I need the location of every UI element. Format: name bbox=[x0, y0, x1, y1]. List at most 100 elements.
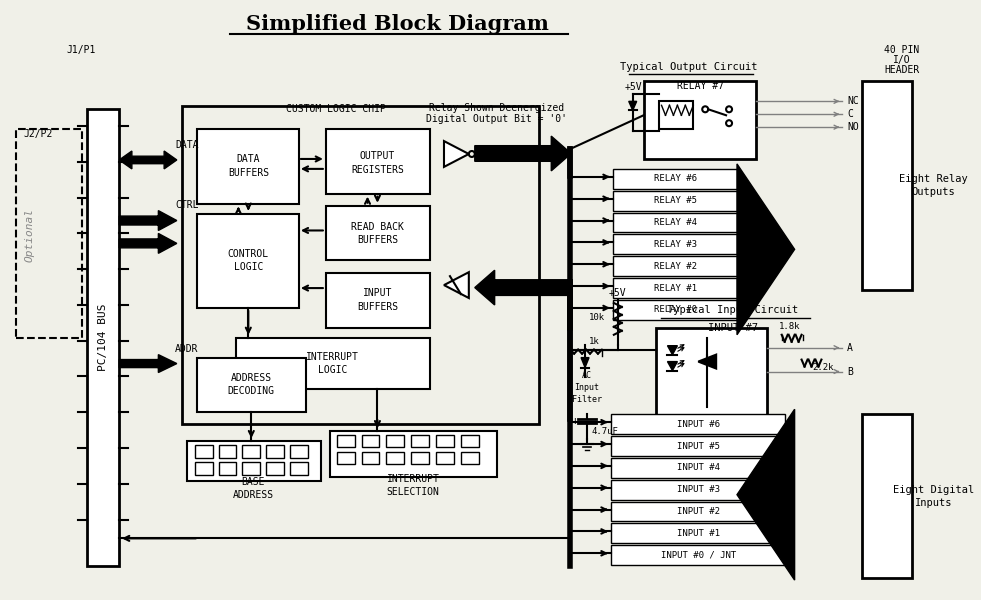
Text: Relay Shown Deenergized: Relay Shown Deenergized bbox=[429, 103, 564, 113]
FancyBboxPatch shape bbox=[613, 212, 737, 232]
Text: RELAY #3: RELAY #3 bbox=[654, 240, 697, 249]
FancyBboxPatch shape bbox=[266, 445, 284, 458]
Text: INPUT #5: INPUT #5 bbox=[677, 442, 720, 451]
FancyBboxPatch shape bbox=[611, 458, 785, 478]
Polygon shape bbox=[629, 101, 637, 110]
FancyBboxPatch shape bbox=[613, 169, 737, 189]
FancyBboxPatch shape bbox=[242, 462, 260, 475]
Text: AC
Input
Filter: AC Input Filter bbox=[572, 371, 602, 404]
FancyBboxPatch shape bbox=[290, 445, 308, 458]
Text: DATA
BUFFERS: DATA BUFFERS bbox=[228, 154, 269, 178]
FancyBboxPatch shape bbox=[326, 273, 430, 328]
Text: Optional: Optional bbox=[25, 208, 34, 262]
Text: Simplified Block Diagram: Simplified Block Diagram bbox=[246, 14, 548, 34]
FancyBboxPatch shape bbox=[336, 435, 354, 447]
Text: HEADER: HEADER bbox=[884, 65, 919, 74]
Text: CONTROL
LOGIC: CONTROL LOGIC bbox=[228, 248, 269, 272]
Text: Digital Output Bit = '0': Digital Output Bit = '0' bbox=[426, 114, 567, 124]
Polygon shape bbox=[475, 270, 571, 305]
Text: J1/P1: J1/P1 bbox=[67, 44, 96, 55]
Text: I/O: I/O bbox=[893, 55, 910, 65]
FancyBboxPatch shape bbox=[613, 278, 737, 298]
Polygon shape bbox=[667, 362, 678, 371]
Text: RELAY #6: RELAY #6 bbox=[654, 175, 697, 184]
FancyBboxPatch shape bbox=[611, 436, 785, 456]
FancyBboxPatch shape bbox=[387, 452, 404, 464]
Text: DATA: DATA bbox=[175, 140, 198, 150]
FancyBboxPatch shape bbox=[266, 462, 284, 475]
Text: INPUT #0 / JNT: INPUT #0 / JNT bbox=[660, 551, 736, 560]
FancyBboxPatch shape bbox=[613, 191, 737, 211]
Text: CTRL: CTRL bbox=[175, 200, 198, 209]
FancyBboxPatch shape bbox=[461, 435, 479, 447]
FancyBboxPatch shape bbox=[219, 462, 236, 475]
Text: CUSTOM LOGIC CHIP: CUSTOM LOGIC CHIP bbox=[285, 104, 386, 114]
Text: NO: NO bbox=[848, 122, 859, 132]
FancyBboxPatch shape bbox=[611, 414, 785, 434]
FancyBboxPatch shape bbox=[862, 82, 911, 290]
Polygon shape bbox=[120, 211, 177, 230]
FancyBboxPatch shape bbox=[242, 445, 260, 458]
Text: RELAY #7: RELAY #7 bbox=[677, 82, 724, 91]
FancyBboxPatch shape bbox=[613, 256, 737, 276]
FancyBboxPatch shape bbox=[613, 300, 737, 320]
FancyBboxPatch shape bbox=[644, 82, 756, 159]
FancyBboxPatch shape bbox=[330, 431, 496, 477]
Text: 2.2k: 2.2k bbox=[812, 363, 834, 372]
FancyBboxPatch shape bbox=[196, 214, 299, 308]
Text: 40 PIN: 40 PIN bbox=[884, 44, 919, 55]
Text: +5V: +5V bbox=[609, 288, 627, 298]
FancyBboxPatch shape bbox=[658, 101, 694, 129]
Text: 10k: 10k bbox=[589, 313, 605, 322]
Text: ADDR: ADDR bbox=[175, 344, 198, 353]
Text: BASE
ADDRESS: BASE ADDRESS bbox=[232, 477, 274, 500]
Polygon shape bbox=[737, 164, 795, 335]
Polygon shape bbox=[120, 355, 177, 373]
FancyBboxPatch shape bbox=[436, 452, 454, 464]
Text: Eight Digital
Inputs: Eight Digital Inputs bbox=[893, 485, 974, 508]
Text: RELAY #2: RELAY #2 bbox=[654, 262, 697, 271]
FancyBboxPatch shape bbox=[219, 445, 236, 458]
FancyBboxPatch shape bbox=[196, 129, 299, 203]
Polygon shape bbox=[737, 409, 795, 580]
FancyBboxPatch shape bbox=[611, 523, 785, 544]
FancyBboxPatch shape bbox=[411, 435, 429, 447]
FancyBboxPatch shape bbox=[611, 545, 785, 565]
Polygon shape bbox=[120, 151, 177, 169]
FancyBboxPatch shape bbox=[461, 452, 479, 464]
FancyBboxPatch shape bbox=[181, 106, 540, 424]
Text: READ BACK
BUFFERS: READ BACK BUFFERS bbox=[351, 222, 404, 245]
Polygon shape bbox=[444, 272, 469, 298]
Text: INTERRUPT
SELECTION: INTERRUPT SELECTION bbox=[387, 474, 439, 497]
Text: C: C bbox=[848, 109, 853, 119]
FancyBboxPatch shape bbox=[862, 414, 911, 578]
FancyBboxPatch shape bbox=[611, 502, 785, 521]
Text: INTERRUPT
LOGIC: INTERRUPT LOGIC bbox=[306, 352, 359, 375]
Text: J2/P2: J2/P2 bbox=[24, 129, 52, 139]
FancyBboxPatch shape bbox=[336, 452, 354, 464]
FancyBboxPatch shape bbox=[326, 206, 430, 260]
FancyBboxPatch shape bbox=[326, 129, 430, 194]
FancyBboxPatch shape bbox=[196, 358, 306, 412]
Polygon shape bbox=[444, 141, 469, 167]
Polygon shape bbox=[581, 358, 589, 368]
FancyBboxPatch shape bbox=[290, 462, 308, 475]
FancyBboxPatch shape bbox=[194, 462, 213, 475]
FancyBboxPatch shape bbox=[186, 441, 321, 481]
FancyBboxPatch shape bbox=[362, 435, 380, 447]
Text: 1.8k: 1.8k bbox=[779, 322, 800, 331]
Text: PC/104 BUS: PC/104 BUS bbox=[98, 304, 108, 371]
Text: 1k: 1k bbox=[589, 337, 599, 346]
Text: B: B bbox=[848, 367, 853, 377]
Polygon shape bbox=[667, 346, 678, 355]
FancyBboxPatch shape bbox=[87, 109, 120, 566]
FancyBboxPatch shape bbox=[611, 480, 785, 500]
Text: +5V: +5V bbox=[625, 82, 643, 92]
FancyBboxPatch shape bbox=[387, 435, 404, 447]
Polygon shape bbox=[698, 355, 716, 368]
Polygon shape bbox=[475, 136, 571, 171]
FancyBboxPatch shape bbox=[194, 445, 213, 458]
Text: A: A bbox=[848, 343, 853, 353]
FancyBboxPatch shape bbox=[236, 338, 430, 389]
FancyBboxPatch shape bbox=[613, 235, 737, 254]
